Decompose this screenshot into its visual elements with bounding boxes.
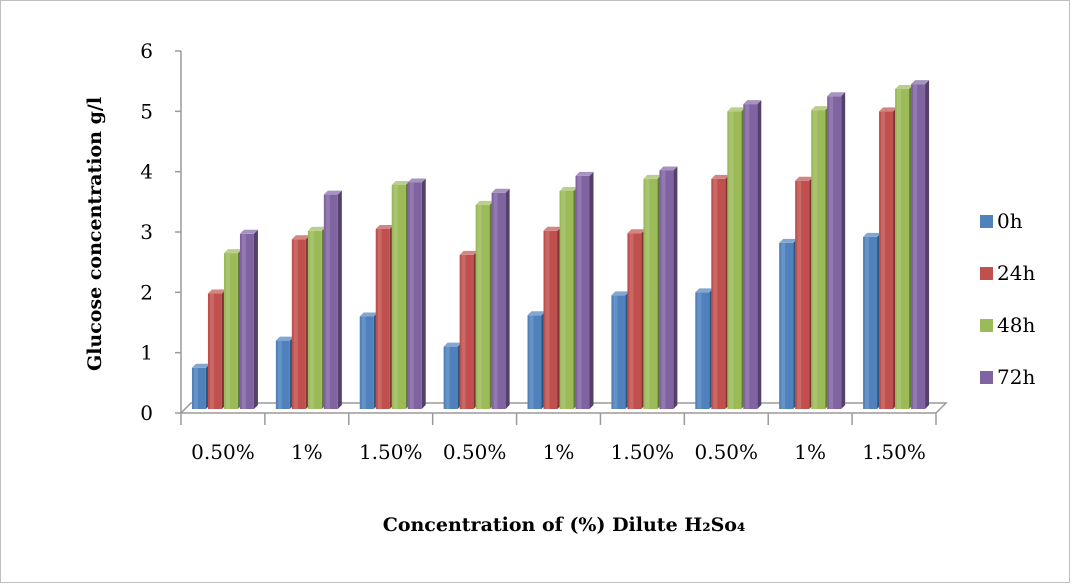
x-tick-label: 1.50% [611, 440, 675, 464]
bar-0h-4 [443, 342, 462, 409]
bar-48h-1 [223, 249, 242, 409]
bar-0h-3 [359, 312, 378, 409]
bar-0h-8 [779, 238, 798, 409]
y-tick-label: 5 [140, 99, 153, 123]
bars [191, 80, 930, 410]
bar-48h-4 [475, 200, 494, 409]
x-tick-label: 0.50% [695, 440, 759, 464]
bar-48h-7 [727, 107, 746, 409]
y-axis-title: Glucose concentration g/l [84, 97, 106, 371]
bar-48h-3 [391, 180, 410, 409]
bar-24h-4 [459, 250, 478, 409]
legend-label-72h: 72h [997, 365, 1035, 389]
y-tick-label: 0 [140, 401, 153, 425]
bar-0h-6 [611, 291, 630, 409]
bar-72h-5 [575, 171, 594, 409]
bar-72h-9 [911, 80, 930, 409]
legend-label-24h: 24h [997, 261, 1035, 285]
bar-24h-6 [627, 229, 646, 409]
legend-label-0h: 0h [997, 209, 1023, 233]
bar-0h-9 [863, 232, 882, 409]
legend-swatch-72h [980, 371, 993, 384]
bar-72h-4 [491, 188, 510, 409]
legend-label-48h: 48h [997, 313, 1035, 337]
y-tick-label: 1 [140, 341, 153, 365]
bar-24h-2 [291, 235, 310, 409]
x-tick-label: 1.50% [862, 440, 926, 464]
bar-48h-2 [307, 226, 326, 409]
x-tick-label: 0.50% [191, 440, 255, 464]
bar-24h-1 [207, 289, 226, 409]
bar-0h-5 [527, 311, 546, 409]
bar-24h-7 [711, 174, 730, 409]
y-tick-label: 4 [140, 160, 153, 184]
bar-72h-3 [407, 178, 426, 409]
tick-labels: 0 1 2 3 4 5 6 0.50% 1% 1.50% 0.50% 1% 1.50% 0.50% 1% 1.… [140, 39, 926, 464]
legend-swatch-24h [980, 267, 993, 280]
x-tick-label: 0.50% [443, 440, 507, 464]
y-tick-label: 3 [140, 220, 153, 244]
legend-swatch-48h [980, 319, 993, 332]
legend-swatch-0h [980, 215, 993, 228]
bar-24h-8 [795, 176, 814, 409]
bar-24h-9 [879, 107, 898, 409]
bar-48h-9 [895, 85, 914, 409]
y-tick-label: 2 [140, 280, 153, 304]
y-tick-label: 6 [140, 39, 153, 63]
x-tick-label: 1% [543, 440, 575, 464]
bar-24h-5 [543, 226, 562, 409]
x-tick-label: 1% [291, 440, 323, 464]
x-tick-label: 1% [794, 440, 826, 464]
bar-72h-6 [659, 166, 678, 409]
bar-24h-3 [375, 224, 394, 409]
bar-0h-2 [275, 336, 294, 409]
bar-0h-1 [191, 363, 210, 409]
bar-48h-8 [811, 106, 830, 410]
bar-0h-7 [695, 288, 714, 409]
x-axis-title: Concentration of (%) Dilute H₂So₄ [383, 514, 746, 536]
bar-72h-7 [743, 100, 762, 410]
legend: 0h 24h 48h 72h [980, 209, 1035, 389]
x-tick-label: 1.50% [359, 440, 423, 464]
bar-72h-2 [323, 190, 342, 409]
bar-48h-6 [643, 174, 662, 409]
bar-48h-5 [559, 186, 578, 409]
bar-72h-8 [827, 92, 846, 409]
bar-72h-1 [239, 229, 258, 409]
